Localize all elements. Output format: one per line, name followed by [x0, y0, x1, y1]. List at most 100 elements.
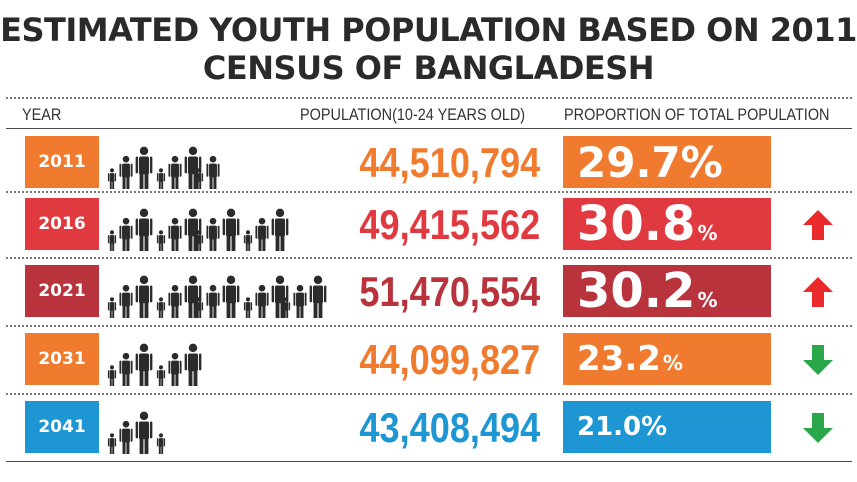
adult-figure-icon: [255, 217, 269, 251]
adult-figure-icon: [293, 284, 307, 318]
child-figure-icon: [107, 230, 117, 251]
proportion-value: 30.8%: [577, 196, 717, 252]
child-figure-icon: [194, 297, 204, 318]
child-figure-icon: [107, 365, 117, 386]
trend-down-arrow-icon: [803, 413, 833, 443]
adult-figure-icon: [309, 275, 327, 318]
adult-figure-icon: [168, 284, 182, 318]
proportion-value: 29.7%: [577, 138, 723, 187]
proportion-symbol: %: [697, 288, 718, 312]
row-divider: [6, 325, 852, 327]
row-divider: [6, 393, 852, 395]
adult-figure-icon: [135, 208, 153, 251]
child-figure-icon: [156, 230, 166, 251]
population-value: 43,408,494: [359, 404, 540, 451]
adult-figure-icon: [119, 420, 133, 454]
table-row: 2011 44,510,794 29.7%: [6, 133, 852, 191]
adult-figure-icon: [119, 217, 133, 251]
proportion-value: 30.2%: [577, 263, 717, 319]
people-pictogram: [107, 411, 166, 454]
proportion-number: 23.2: [577, 339, 661, 379]
child-figure-icon: [243, 297, 253, 318]
table-row: 2031 44,099,827 23.2%: [6, 330, 852, 388]
child-figure-icon: [107, 433, 117, 454]
chart-title-line-2: CENSUS OF BANGLADESH: [202, 49, 655, 87]
adult-figure-icon: [206, 155, 220, 189]
proportion-value: 23.2%: [577, 339, 683, 379]
adult-figure-icon: [184, 208, 202, 251]
header-year: YEAR: [22, 105, 62, 124]
people-pictogram: [107, 275, 327, 318]
proportion-symbol: %: [697, 221, 718, 245]
trend-up-arrow-icon: [803, 210, 833, 240]
adult-figure-icon: [135, 146, 153, 189]
adult-figure-icon: [184, 146, 202, 189]
proportion-box: 29.7%: [563, 136, 771, 188]
child-figure-icon: [107, 297, 117, 318]
adult-figure-icon: [168, 352, 182, 386]
adult-figure-icon: [184, 275, 202, 318]
people-pictogram: [107, 343, 202, 386]
child-figure-icon: [194, 230, 204, 251]
child-figure-icon: [243, 230, 253, 251]
row-divider: [6, 191, 852, 193]
adult-figure-icon: [135, 411, 153, 454]
child-figure-icon: [281, 297, 291, 318]
trend-up-arrow-icon: [803, 277, 833, 307]
adult-figure-icon: [184, 343, 202, 386]
adult-figure-icon: [206, 284, 220, 318]
adult-figure-icon: [119, 155, 133, 189]
proportion-number: 21.0: [577, 412, 642, 442]
people-pictogram: [107, 146, 220, 189]
header-proportion: PROPORTION OF TOTAL POPULATION: [564, 105, 830, 124]
proportion-symbol: %: [680, 137, 723, 187]
people-pictogram: [107, 208, 289, 251]
adult-figure-icon: [135, 275, 153, 318]
adult-figure-icon: [222, 208, 240, 251]
header-population: POPULATION(10-24 YEARS OLD): [300, 105, 526, 124]
child-figure-icon: [156, 168, 166, 189]
adult-figure-icon: [168, 217, 182, 251]
population-value: 51,470,554: [359, 268, 540, 315]
row-divider: [6, 257, 852, 259]
table-row: 2041 43,408,494 21.0%: [6, 398, 852, 456]
adult-figure-icon: [271, 208, 289, 251]
child-figure-icon: [194, 168, 204, 189]
proportion-number: 29.7: [577, 137, 681, 187]
adult-figure-icon: [206, 217, 220, 251]
population-value: 44,099,827: [359, 336, 540, 383]
year-label: 2011: [25, 136, 99, 188]
adult-figure-icon: [135, 343, 153, 386]
adult-figure-icon: [255, 284, 269, 318]
child-figure-icon: [156, 297, 166, 318]
proportion-box: 21.0%: [563, 401, 771, 453]
child-figure-icon: [156, 433, 166, 454]
proportion-box: 30.2%: [563, 263, 771, 319]
adult-figure-icon: [222, 275, 240, 318]
table-row: 2016 49,415,562 30.8%: [6, 195, 852, 253]
proportion-symbol: %: [641, 412, 668, 442]
child-figure-icon: [107, 168, 117, 189]
proportion-box: 30.8%: [563, 196, 771, 252]
header-bottom-divider: [6, 128, 852, 129]
proportion-value: 21.0%: [577, 412, 667, 442]
table-bottom-divider: [6, 461, 852, 462]
proportion-box: 23.2%: [563, 333, 771, 385]
year-label: 2041: [25, 401, 99, 453]
population-value: 49,415,562: [359, 201, 540, 248]
year-label: 2021: [25, 265, 99, 317]
adult-figure-icon: [119, 284, 133, 318]
adult-figure-icon: [168, 155, 182, 189]
proportion-number: 30.8: [577, 196, 696, 252]
population-value: 44,510,794: [359, 139, 540, 186]
header-top-divider: [6, 97, 852, 99]
chart-title-line-1: ESTIMATED YOUTH POPULATION BASED ON 2011: [0, 11, 857, 49]
adult-figure-icon: [119, 352, 133, 386]
trend-down-arrow-icon: [803, 345, 833, 375]
proportion-symbol: %: [662, 351, 683, 375]
adult-figure-icon: [271, 275, 289, 318]
year-label: 2016: [25, 198, 99, 250]
proportion-number: 30.2: [577, 263, 696, 319]
year-label: 2031: [25, 333, 99, 385]
table-row: 2021 51,470,554 30.2%: [6, 262, 852, 320]
